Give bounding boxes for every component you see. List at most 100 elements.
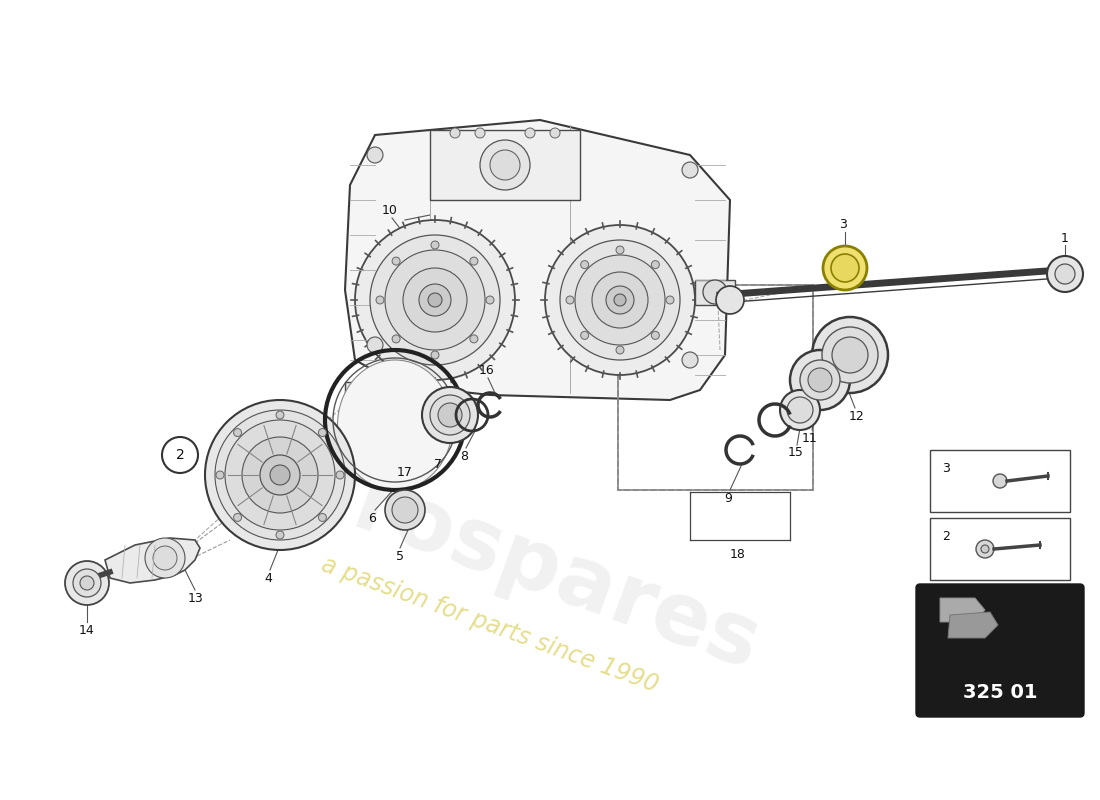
- Circle shape: [800, 360, 840, 400]
- Circle shape: [80, 576, 94, 590]
- Circle shape: [233, 429, 242, 437]
- Circle shape: [205, 400, 355, 550]
- Circle shape: [403, 268, 467, 332]
- Text: 7: 7: [434, 458, 442, 471]
- Circle shape: [560, 240, 680, 360]
- Circle shape: [682, 352, 698, 368]
- Circle shape: [355, 220, 515, 380]
- Circle shape: [823, 246, 867, 290]
- Circle shape: [1055, 264, 1075, 284]
- Circle shape: [812, 317, 888, 393]
- Circle shape: [318, 514, 327, 522]
- Circle shape: [703, 280, 727, 304]
- Text: 2: 2: [176, 448, 185, 462]
- Circle shape: [606, 286, 634, 314]
- Bar: [430, 130, 580, 200]
- Text: 11: 11: [802, 431, 818, 445]
- Circle shape: [276, 531, 284, 539]
- Circle shape: [544, 225, 695, 375]
- Circle shape: [682, 162, 698, 178]
- Circle shape: [822, 327, 878, 383]
- Circle shape: [153, 546, 177, 570]
- Circle shape: [790, 350, 850, 410]
- Circle shape: [73, 569, 101, 597]
- Text: 14: 14: [79, 623, 95, 637]
- Bar: [618, 285, 813, 490]
- Circle shape: [1047, 256, 1084, 292]
- Circle shape: [428, 293, 442, 307]
- Circle shape: [470, 257, 477, 265]
- Circle shape: [162, 437, 198, 473]
- Text: 6: 6: [368, 511, 376, 525]
- Text: a passion for parts since 1990: a passion for parts since 1990: [318, 553, 662, 698]
- Circle shape: [808, 368, 832, 392]
- Circle shape: [666, 296, 674, 304]
- Polygon shape: [940, 598, 984, 622]
- Text: 1: 1: [1062, 231, 1069, 245]
- Circle shape: [981, 545, 989, 553]
- Circle shape: [226, 420, 336, 530]
- Circle shape: [422, 387, 478, 443]
- Circle shape: [616, 246, 624, 254]
- Circle shape: [336, 471, 344, 479]
- Circle shape: [486, 296, 494, 304]
- Circle shape: [780, 390, 820, 430]
- Circle shape: [475, 128, 485, 138]
- Circle shape: [370, 235, 500, 365]
- Circle shape: [65, 561, 109, 605]
- Circle shape: [832, 337, 868, 373]
- Circle shape: [276, 411, 284, 419]
- Text: 17: 17: [397, 466, 412, 479]
- Text: 5: 5: [396, 550, 404, 562]
- Circle shape: [318, 429, 327, 437]
- Circle shape: [581, 331, 589, 339]
- Circle shape: [392, 257, 400, 265]
- Circle shape: [651, 331, 659, 339]
- Polygon shape: [345, 120, 730, 400]
- Circle shape: [993, 474, 1007, 488]
- Text: 8: 8: [460, 450, 467, 462]
- Circle shape: [651, 261, 659, 269]
- Circle shape: [830, 254, 859, 282]
- FancyBboxPatch shape: [916, 584, 1084, 717]
- Text: 9: 9: [724, 491, 732, 505]
- Circle shape: [270, 465, 290, 485]
- Circle shape: [480, 140, 530, 190]
- Text: 4: 4: [264, 571, 272, 585]
- Circle shape: [385, 250, 485, 350]
- Text: 13: 13: [188, 591, 204, 605]
- Circle shape: [786, 397, 813, 423]
- Text: 325 01: 325 01: [962, 683, 1037, 702]
- Circle shape: [431, 351, 439, 359]
- Text: 18: 18: [730, 549, 746, 562]
- Circle shape: [430, 395, 470, 435]
- Circle shape: [260, 455, 300, 495]
- Circle shape: [525, 128, 535, 138]
- Polygon shape: [104, 538, 200, 583]
- Circle shape: [450, 128, 460, 138]
- Circle shape: [419, 284, 451, 316]
- Polygon shape: [948, 612, 998, 638]
- Text: 16: 16: [480, 365, 495, 378]
- Circle shape: [431, 241, 439, 249]
- Circle shape: [242, 437, 318, 513]
- Circle shape: [616, 346, 624, 354]
- Text: 15: 15: [788, 446, 804, 459]
- Circle shape: [376, 296, 384, 304]
- Circle shape: [716, 286, 744, 314]
- Text: 12: 12: [849, 410, 865, 422]
- Bar: [695, 280, 735, 305]
- Circle shape: [575, 255, 666, 345]
- Text: 2: 2: [942, 530, 950, 543]
- Circle shape: [145, 538, 185, 578]
- Circle shape: [216, 471, 224, 479]
- Circle shape: [367, 337, 383, 353]
- Circle shape: [385, 490, 425, 530]
- Circle shape: [470, 335, 477, 343]
- Circle shape: [550, 128, 560, 138]
- Circle shape: [581, 261, 589, 269]
- Ellipse shape: [338, 360, 452, 490]
- Circle shape: [367, 147, 383, 163]
- Circle shape: [592, 272, 648, 328]
- Bar: [930, 450, 1070, 512]
